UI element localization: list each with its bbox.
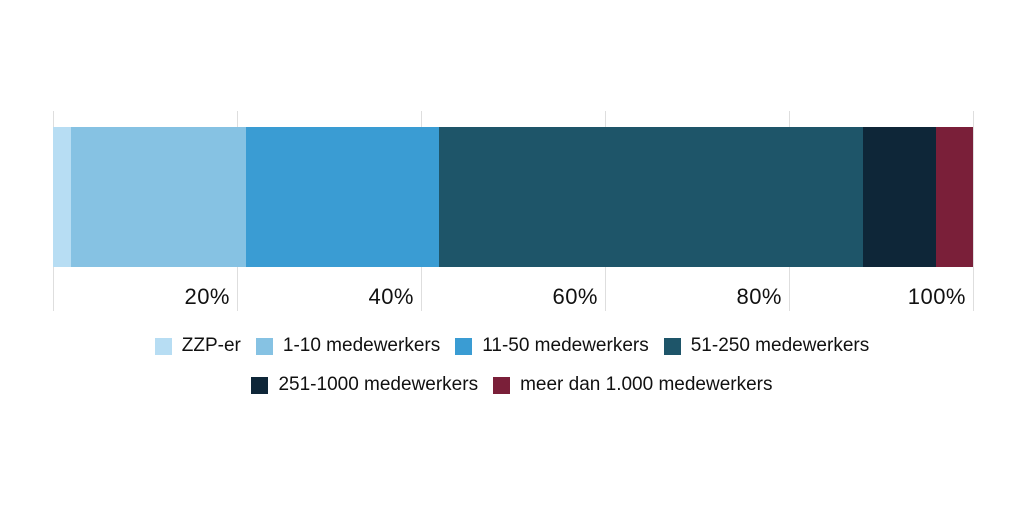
legend-item-51-250-medewerkers: 51-250 medewerkers <box>663 335 870 357</box>
stacked-bar <box>53 127 973 267</box>
legend-swatch-icon <box>154 337 172 355</box>
legend-label: meer dan 1.000 medewerkers <box>520 374 773 395</box>
legend-item-meer-dan-1-000-medewerkers: meer dan 1.000 medewerkers <box>493 374 773 396</box>
legend-row-1: ZZP-er 1-10 medewerkers 11-50 medewerkers 5… <box>154 335 870 357</box>
gridline-100 <box>972 111 974 311</box>
legend-label: 251-1000 medewerkers <box>278 374 479 395</box>
legend-swatch-icon <box>255 337 273 355</box>
plot-area: 20% 40% 60% 80% 100% <box>52 111 974 311</box>
legend-label: 51-250 medewerkers <box>690 335 870 356</box>
x-tick-label-80: 80% <box>736 284 782 309</box>
legend-swatch-icon <box>663 337 681 355</box>
legend: ZZP-er 1-10 medewerkers 11-50 medewerkers 5… <box>0 335 1024 396</box>
x-tick-label-40: 40% <box>368 284 414 309</box>
bar-segment-251-1000-medewerkers <box>862 127 937 267</box>
legend-item-1-10-medewerkers: 1-10 medewerkers <box>255 335 441 357</box>
legend-label: 11-50 medewerkers <box>482 335 649 356</box>
bar-segment-51-250-medewerkers <box>439 127 863 267</box>
bar-segment-meer-dan-1-000-medewerkers <box>936 127 973 267</box>
bar-segment-11-50-medewerkers <box>246 127 440 267</box>
legend-swatch-icon <box>493 376 511 394</box>
legend-swatch-icon <box>455 337 473 355</box>
legend-label: ZZP-er <box>181 335 241 356</box>
legend-swatch-icon <box>251 376 269 394</box>
bar-segment-1-10-medewerkers <box>71 127 247 267</box>
legend-item-11-50-medewerkers: 11-50 medewerkers <box>455 335 649 357</box>
legend-row-2: 251-1000 medewerkers meer dan 1.000 medew… <box>251 374 773 396</box>
legend-item-251-1000-medewerkers: 251-1000 medewerkers <box>251 374 478 396</box>
x-tick-label-60: 60% <box>552 284 598 309</box>
legend-label: 1-10 medewerkers <box>282 335 441 356</box>
x-tick-label-100: 100% <box>907 284 966 309</box>
bar-segment-zzp-er <box>53 127 72 267</box>
x-tick-label-20: 20% <box>184 284 230 309</box>
legend-item-zzp-er: ZZP-er <box>154 335 241 357</box>
